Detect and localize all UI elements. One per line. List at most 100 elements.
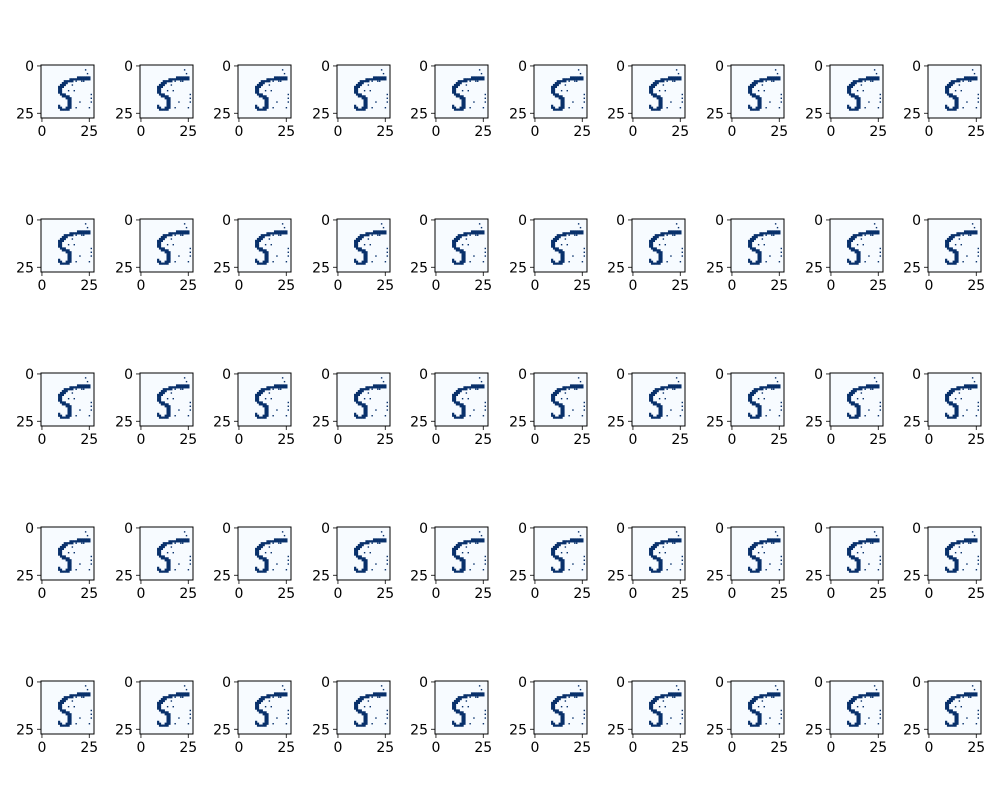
noise-pixel: [386, 251, 389, 253]
image-pixel: [58, 722, 61, 725]
image-pixel: [556, 416, 559, 419]
image-pixel: [956, 720, 959, 723]
image-pixel: [365, 104, 368, 107]
image-pixel: [954, 234, 957, 237]
image-pixel: [363, 566, 366, 569]
image-pixel: [463, 251, 466, 254]
noise-pixel: [375, 717, 377, 719]
image-pixel: [856, 408, 859, 412]
image-pixel: [667, 76, 671, 79]
image-pixel: [266, 696, 269, 699]
y-tick-label: 25: [312, 106, 330, 122]
x-tick-label: 0: [530, 740, 539, 756]
image-pixel: [660, 561, 663, 564]
noise-pixel: [272, 696, 274, 698]
image-pixel: [359, 82, 362, 85]
image-pixel: [158, 239, 162, 243]
noise-pixel: [174, 415, 176, 417]
image-pixel: [948, 236, 952, 239]
noise-pixel: [90, 709, 93, 712]
image-pixel: [761, 80, 764, 83]
noise-pixel: [363, 705, 366, 708]
image-pixel: [658, 95, 661, 98]
image-pixel: [266, 80, 269, 83]
image-pixel: [748, 239, 751, 243]
image-pixel: [867, 540, 871, 543]
y-tick-label: 0: [912, 367, 921, 383]
image-pixel: [958, 386, 961, 389]
image-pixel: [455, 416, 459, 419]
image-pixel: [848, 93, 852, 96]
image-pixel: [457, 724, 460, 727]
image-pixel: [478, 538, 481, 541]
image-pixel: [748, 720, 751, 723]
noise-pixel: [280, 696, 282, 698]
image-pixel: [850, 262, 854, 265]
image-pixel: [67, 561, 70, 564]
noise-pixel: [864, 569, 866, 571]
image-pixel: [854, 416, 857, 419]
noise-pixel: [666, 415, 668, 417]
image-pixel: [65, 696, 68, 699]
image-pixel: [768, 540, 772, 543]
image-pixel: [954, 416, 957, 419]
image-pixel: [654, 570, 657, 573]
image-pixel: [856, 254, 859, 258]
image-pixel: [560, 99, 563, 102]
image-pixel: [461, 100, 464, 104]
image-pixel: [852, 416, 855, 419]
noise-pixel: [662, 238, 665, 240]
image-pixel: [975, 230, 978, 233]
image-pixel: [862, 232, 865, 235]
image-pixel: [649, 566, 652, 569]
noise-pixel: [776, 380, 779, 383]
noise-pixel: [681, 713, 684, 715]
image-pixel: [852, 262, 855, 265]
image-pixel: [61, 95, 65, 98]
image-pixel: [562, 562, 565, 566]
image-pixel: [770, 386, 773, 389]
image-pixel: [355, 397, 359, 400]
image-pixel: [260, 416, 263, 419]
noise-pixel: [763, 243, 765, 246]
image-pixel: [759, 100, 762, 104]
image-pixel: [262, 82, 265, 85]
y-tick-label: 0: [25, 675, 34, 691]
image-pixel: [573, 230, 576, 233]
image-pixel: [264, 104, 267, 107]
image-pixel: [78, 76, 82, 79]
image-pixel: [948, 85, 952, 89]
image-pixel: [355, 239, 359, 243]
image-pixel: [579, 78, 582, 81]
image-pixel: [848, 401, 852, 404]
image-pixel: [759, 386, 762, 389]
image-pixel: [954, 407, 957, 410]
noise-pixel: [83, 234, 85, 236]
image-pixel: [552, 399, 556, 402]
image-pixel: [759, 722, 762, 725]
x-tick-label: 0: [530, 278, 539, 294]
image-pixel: [956, 412, 959, 415]
image-pixel: [266, 258, 269, 261]
image-pixel: [470, 386, 474, 389]
image-pixel: [160, 85, 164, 89]
image-pixel: [847, 395, 850, 398]
noise-pixel: [860, 238, 863, 240]
image-pixel: [577, 694, 580, 697]
image-pixel: [275, 694, 279, 697]
noise-pixel: [560, 397, 563, 400]
image-pixel: [751, 95, 755, 98]
image-pixel: [856, 720, 859, 723]
image-pixel: [965, 692, 969, 695]
image-pixel: [363, 407, 366, 410]
image-pixel: [677, 230, 680, 233]
noise-pixel: [879, 409, 882, 411]
noise-pixel: [480, 226, 483, 229]
image-pixel: [551, 85, 554, 89]
image-pixel: [945, 258, 948, 261]
image-pixel: [946, 707, 950, 710]
image-pixel: [59, 551, 63, 554]
image-pixel: [679, 694, 682, 697]
image-pixel: [455, 95, 459, 98]
image-pixel: [459, 542, 462, 545]
